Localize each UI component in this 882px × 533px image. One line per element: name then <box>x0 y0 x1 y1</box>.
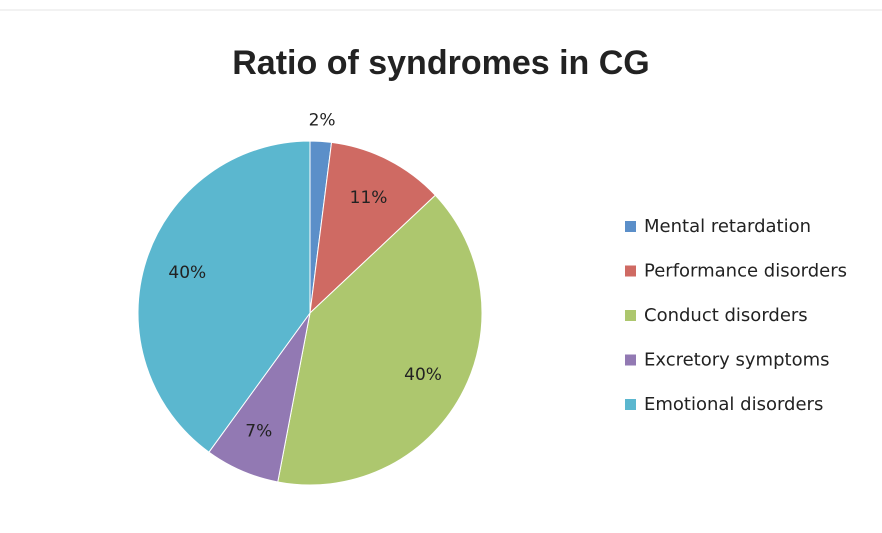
legend-label: Performance disorders <box>644 261 847 282</box>
legend-label: Emotional disorders <box>644 394 823 415</box>
legend-label: Excretory symptoms <box>644 350 830 371</box>
data-label: 7% <box>245 421 272 441</box>
data-label: 40% <box>404 365 442 385</box>
chart-title: Ratio of syndromes in CG <box>232 44 650 82</box>
data-label: 11% <box>350 188 388 208</box>
pie-slice <box>309 141 437 315</box>
legend-swatch <box>625 265 636 277</box>
pie-slice <box>137 140 311 453</box>
legend-swatch <box>625 354 636 366</box>
data-label: 40% <box>168 263 206 283</box>
legend-label: Mental retardation <box>644 216 811 237</box>
legend-swatch <box>625 221 636 232</box>
legend-swatch <box>625 310 636 321</box>
data-label: 2% <box>309 111 336 131</box>
legend-swatch <box>625 399 636 410</box>
legend-label: Conduct disorders <box>644 305 808 326</box>
pie-slice <box>277 194 483 486</box>
